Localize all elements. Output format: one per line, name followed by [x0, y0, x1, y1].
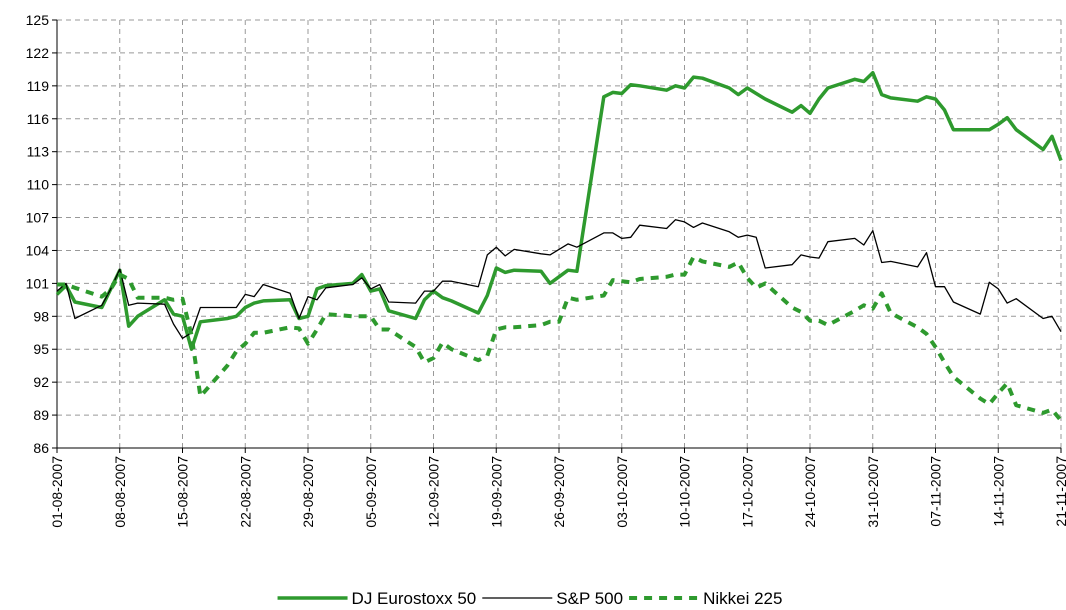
legend-label: DJ Eurostoxx 50: [352, 589, 477, 608]
x-tick-label: 07-11-2007: [928, 456, 944, 527]
x-tick-label: 03-10-2007: [614, 456, 630, 528]
y-tick-label: 104: [26, 242, 50, 258]
x-tick-label: 01-08-2007: [49, 456, 65, 528]
x-tick-label: 08-08-2007: [112, 456, 128, 528]
x-tick-label: 12-09-2007: [426, 456, 442, 528]
y-tick-label: 86: [33, 440, 49, 456]
x-tick-label: 10-10-2007: [677, 456, 693, 528]
y-tick-label: 116: [27, 111, 50, 127]
y-tick-label: 92: [33, 374, 49, 390]
y-tick-label: 107: [26, 210, 50, 226]
x-tick-label: 14-11-2007: [990, 456, 1006, 527]
y-tick-label: 122: [26, 45, 50, 61]
y-tick-label: 89: [33, 407, 49, 423]
series-line: [57, 255, 1063, 422]
x-tick-label: 31-10-2007: [865, 456, 881, 528]
series-line: [55, 70, 1063, 351]
x-tick-label: 05-09-2007: [363, 456, 379, 528]
y-tick-label: 110: [27, 177, 50, 193]
y-tick-label: 98: [33, 308, 49, 324]
y-tick-label: 119: [27, 78, 50, 94]
legend: DJ Eurostoxx 50 S&P 500 Nikkei 225: [277, 589, 782, 608]
y-tick-label: 113: [27, 144, 50, 160]
x-tick-label: 21-11-2007: [1053, 456, 1066, 527]
legend-label: Nikkei 225: [703, 589, 782, 608]
x-tick-label: 19-09-2007: [488, 456, 504, 528]
x-tick-label: 24-10-2007: [802, 456, 818, 528]
x-tick-label: 15-08-2007: [175, 456, 191, 528]
y-tick-label: 101: [26, 275, 50, 291]
series-line: [56, 219, 1062, 339]
x-tick-label: 26-09-2007: [551, 456, 567, 528]
y-tick-label: 125: [26, 12, 50, 28]
y-tick-label: 95: [33, 341, 49, 357]
x-tick-label: 22-08-2007: [237, 456, 253, 528]
x-tick-label: 17-10-2007: [739, 456, 755, 528]
legend-label: S&P 500: [556, 589, 623, 608]
x-tick-label: 29-08-2007: [300, 456, 316, 528]
